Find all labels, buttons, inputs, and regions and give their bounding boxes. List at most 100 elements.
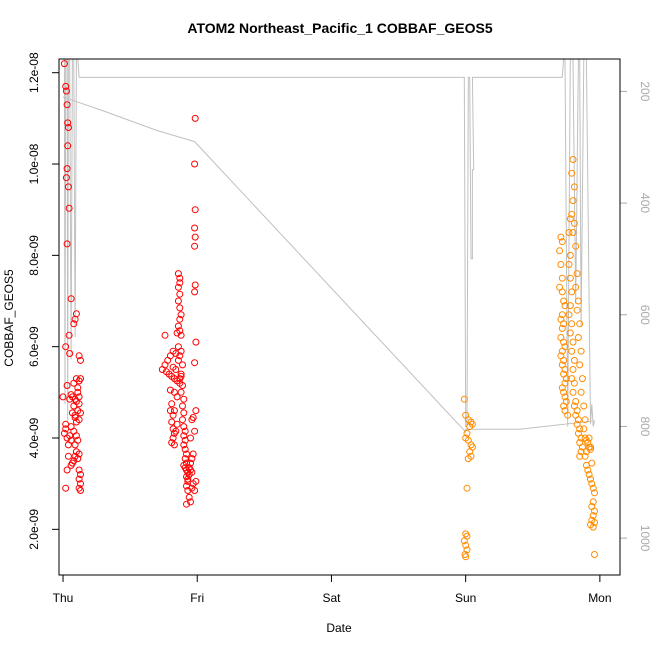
series-1-point <box>181 445 189 453</box>
series-2-point <box>558 274 566 282</box>
series-2-point <box>557 261 565 268</box>
series-2-point <box>560 338 568 346</box>
axes-layer: Thu Fri Sat Sun Mon 2.0e-09 4.0e-09 6.0e-09 8.0e… <box>27 52 650 605</box>
series-2-point <box>460 395 468 403</box>
series-2-point <box>576 452 584 460</box>
series-2-point <box>460 537 468 545</box>
series-2-point <box>569 197 577 205</box>
series-1-point <box>173 393 181 401</box>
series-1-point <box>183 450 190 458</box>
series-1-point <box>180 432 188 440</box>
series-1-point <box>184 475 192 483</box>
right-tick-label: 200 <box>638 81 650 101</box>
series-1-point <box>177 388 185 396</box>
series-1-point <box>64 452 72 460</box>
series-1-point <box>77 480 84 488</box>
right-tick-label: 1000 <box>638 525 650 552</box>
series-2-point <box>589 484 597 492</box>
series-1-point <box>166 386 174 394</box>
series-2-point <box>561 393 569 401</box>
series-1-point <box>184 487 192 494</box>
series-1-point <box>192 407 200 415</box>
series-2-point <box>582 448 590 456</box>
series-2-point <box>576 320 584 328</box>
series-1-point <box>72 418 80 426</box>
series-2-point <box>591 489 598 497</box>
series-2-point <box>558 238 566 246</box>
series-1-point <box>191 242 199 250</box>
series-1-point <box>62 343 70 351</box>
series-2-point <box>564 411 572 419</box>
series-2-point <box>568 288 576 296</box>
series-2-point <box>587 445 594 453</box>
series-1-point <box>181 427 189 435</box>
series-1-point <box>75 393 83 401</box>
series-1-point <box>176 304 184 312</box>
series-1-point <box>64 119 72 127</box>
series-1-point <box>75 466 83 474</box>
series-1-point <box>67 295 75 303</box>
series-2-point <box>462 553 470 561</box>
series-2-point <box>570 356 578 364</box>
series-1-point <box>191 206 199 214</box>
series-1-point <box>176 290 184 298</box>
series-1-point <box>71 414 79 421</box>
series-1-point <box>70 402 78 410</box>
series-1-point <box>191 487 199 494</box>
series-1-point <box>65 204 73 212</box>
series-1-point <box>191 359 199 367</box>
data-points-layer <box>59 60 598 561</box>
series-2-point <box>591 507 598 515</box>
series-2-point <box>581 416 589 424</box>
series-1-point <box>65 331 73 339</box>
series-1-point <box>180 423 188 431</box>
series-2-point <box>573 306 581 314</box>
series-2-point <box>466 448 474 456</box>
series-1-point <box>187 498 194 506</box>
series-1-point <box>77 375 84 383</box>
series-2-point <box>576 425 584 433</box>
series-1-point <box>191 224 199 232</box>
series-2-point <box>566 215 574 223</box>
series-2-point <box>462 541 470 549</box>
x-axis-label: Date <box>326 621 352 635</box>
series-2-point <box>588 480 596 488</box>
series-1-point <box>174 356 182 364</box>
series-1-point <box>75 475 83 483</box>
series-2-point <box>561 302 569 310</box>
series-2-point <box>573 407 581 415</box>
series-1-point <box>169 363 177 371</box>
series-2-point <box>591 519 598 526</box>
series-2-point <box>576 361 584 369</box>
series-1-point <box>174 297 182 305</box>
series-2-point <box>565 261 573 268</box>
series-1-point <box>169 434 177 442</box>
series-1-point <box>191 114 199 122</box>
series-1-point <box>64 183 72 191</box>
series-1-point <box>66 350 74 357</box>
series-2-point <box>568 169 576 177</box>
series-2-point <box>463 484 471 492</box>
series-1-point <box>77 356 84 364</box>
series-2-point <box>464 455 472 463</box>
series-1-point <box>74 384 82 392</box>
series-1-point <box>77 471 84 478</box>
x-tick-label: Sat <box>322 591 341 605</box>
series-1-point <box>63 165 71 173</box>
series-1-point <box>180 441 188 449</box>
series-1-point <box>63 466 71 474</box>
series-1-point <box>67 461 75 469</box>
series-1-point <box>176 315 184 323</box>
series-1-point <box>188 455 196 463</box>
y-tick-label: 1.2e-08 <box>27 52 41 93</box>
series-1-point <box>70 320 78 328</box>
series-2-point <box>589 498 597 506</box>
series-1-point <box>62 82 70 90</box>
series-2-point <box>466 423 474 431</box>
series-2-point <box>577 347 585 355</box>
y-tick-label: 1.0e-08 <box>27 143 41 184</box>
series-1-point <box>77 487 84 494</box>
series-1-point <box>71 452 79 460</box>
